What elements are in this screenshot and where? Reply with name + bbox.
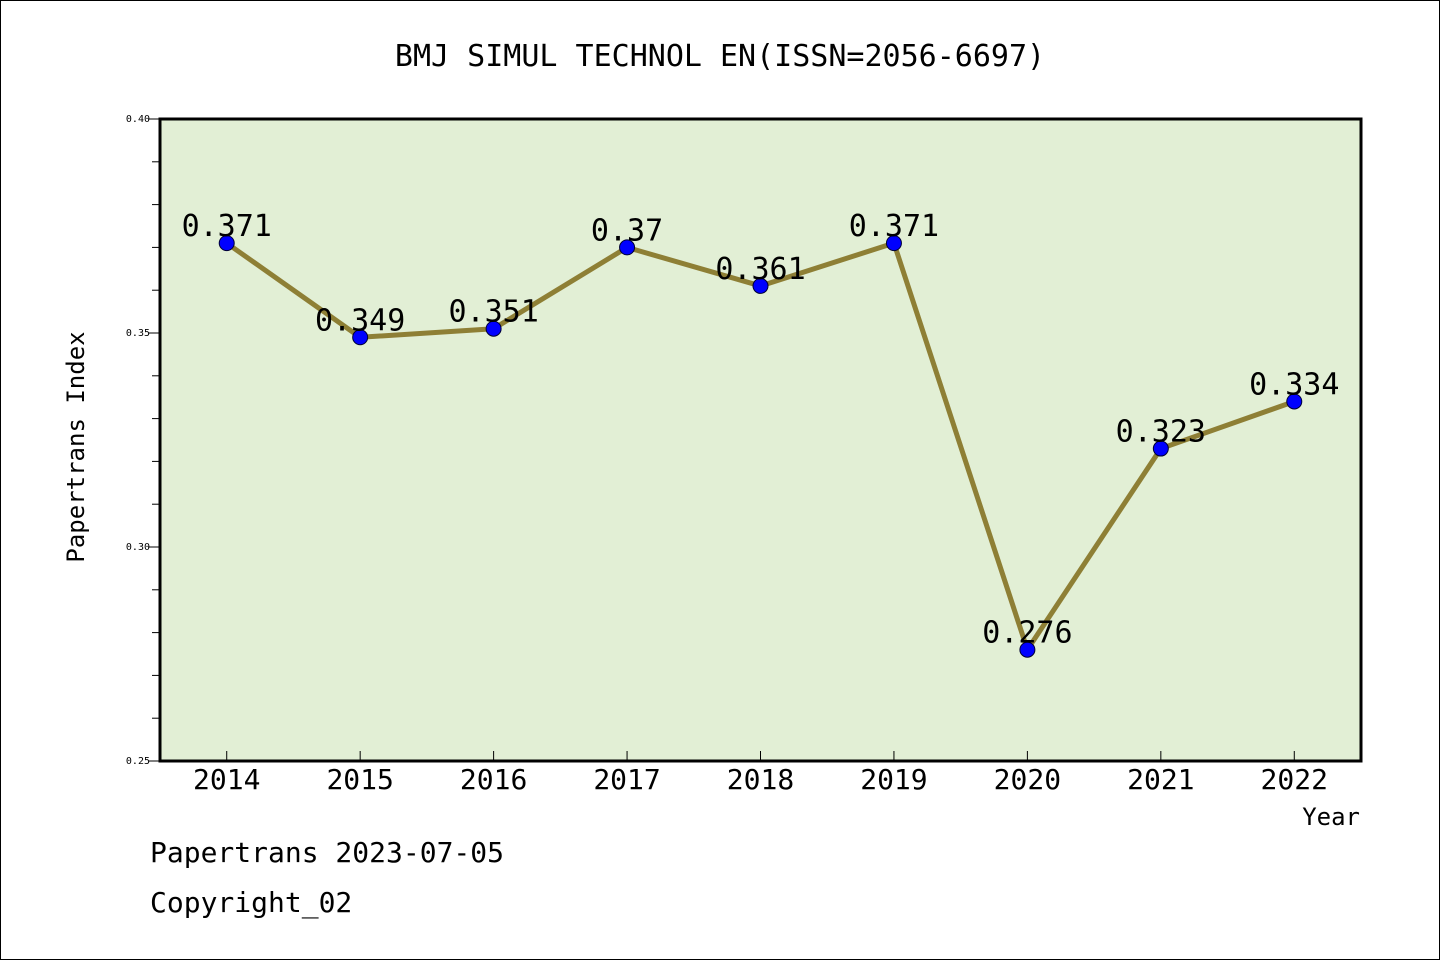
data-point [1019,641,1036,658]
data-point [619,239,636,256]
data-point [1286,393,1303,410]
x-tick-label: 2014 [193,763,260,796]
x-axis: 2014 2015 2016 2017 2018 2019 2020 2021 2022 [193,751,1328,796]
x-tick-label: 2016 [460,763,527,796]
x-axis-label: Year [1302,803,1360,831]
data-label: 0.371 [182,209,272,244]
footer-copyright: Copyright_02 [150,886,353,919]
data-point [218,235,235,252]
y-tick-label: 0.35 [126,328,150,339]
data-point [1152,440,1169,457]
x-tick-label: 2017 [593,763,660,796]
x-tick-label: 2022 [1261,763,1328,796]
data-label: 0.361 [715,252,805,287]
data-point [885,235,902,252]
data-label: 0.276 [982,616,1072,651]
chart-title: BMJ SIMUL TECHNOL EN(ISSN=2056-6697) [395,39,1045,74]
data-labels: 0.371 0.349 0.351 0.37 0.361 0.371 0.276 0.323 0… [182,209,1340,651]
y-axis-label: Papertrans Index [62,331,90,562]
y-tick-label: 0.25 [126,756,150,767]
data-label: 0.371 [849,209,939,244]
data-label: 0.349 [315,303,405,338]
data-label: 0.351 [448,295,538,330]
data-point [752,277,769,294]
y-tick-label: 0.30 [126,542,150,553]
x-tick-label: 2015 [326,763,393,796]
x-tick-label: 2019 [860,763,927,796]
x-tick-label: 2020 [994,763,1061,796]
data-markers [218,235,1303,658]
x-tick-label: 2021 [1127,763,1194,796]
y-tick-label: 0.40 [126,114,150,125]
plot-area [158,117,1363,763]
data-label: 0.334 [1249,367,1339,402]
data-point [352,329,369,346]
y-axis: 0.25 0.30 0.35 0.40 [126,114,160,767]
x-tick-label: 2018 [727,763,794,796]
data-label: 0.37 [591,213,663,248]
footer-source: Papertrans 2023-07-05 [150,836,505,869]
data-label: 0.323 [1116,415,1206,450]
data-point [485,320,502,337]
